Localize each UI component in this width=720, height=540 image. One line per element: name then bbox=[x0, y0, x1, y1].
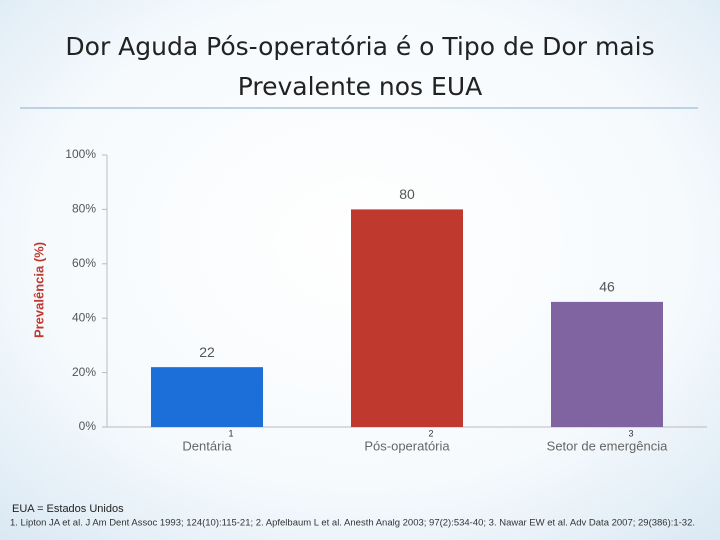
title-line: Dor Aguda Pós-operatória é o Tipo de Dor… bbox=[65, 32, 654, 61]
bar bbox=[151, 367, 263, 427]
abbreviation-note: EUA = Estados Unidos bbox=[12, 503, 124, 515]
y-tick-label: 60% bbox=[72, 256, 96, 270]
bar bbox=[351, 209, 463, 427]
y-tick-label: 80% bbox=[72, 202, 96, 216]
reference-marker: 3 bbox=[628, 428, 633, 438]
y-axis-label: Prevalência (%) bbox=[31, 242, 46, 338]
reference-marker: 2 bbox=[428, 428, 433, 438]
title-line: Prevalente nos EUA bbox=[238, 72, 482, 101]
y-tick-label: 0% bbox=[79, 419, 97, 433]
value-label: 22 bbox=[199, 344, 215, 360]
value-label: 46 bbox=[599, 279, 615, 295]
x-tick-label: Dentária bbox=[182, 438, 232, 453]
reference-marker: 1 bbox=[228, 428, 233, 438]
y-tick-label: 40% bbox=[72, 310, 96, 324]
x-tick-label: Setor de emergência bbox=[547, 438, 668, 453]
y-tick-label: 20% bbox=[72, 365, 96, 379]
value-label: 80 bbox=[399, 186, 415, 202]
x-tick-label: Pós-operatória bbox=[364, 438, 450, 453]
bar bbox=[551, 301, 663, 427]
y-tick-label: 100% bbox=[65, 147, 96, 161]
references: 1. Lipton JA et al. J Am Dent Assoc 1993… bbox=[10, 517, 695, 527]
